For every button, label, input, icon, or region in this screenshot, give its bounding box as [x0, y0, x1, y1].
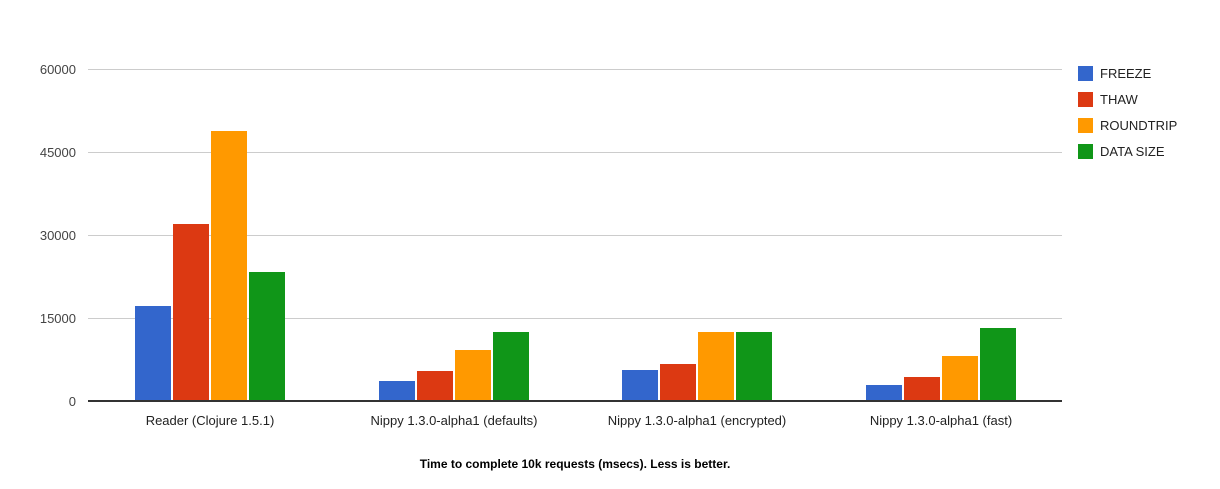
legend-label: FREEZE — [1100, 66, 1152, 81]
gridline-15000 — [88, 318, 1062, 319]
bar-data-size — [249, 272, 285, 400]
chart-caption: Time to complete 10k requests (msecs). L… — [419, 457, 731, 471]
legend-label: ROUNDTRIP — [1100, 118, 1178, 133]
bar-thaw — [904, 377, 940, 400]
x-axis-category-label: Nippy 1.3.0-alpha1 (fast) — [869, 413, 1013, 428]
x-axis-category-label: Nippy 1.3.0-alpha1 (defaults) — [370, 413, 538, 428]
x-axis-baseline — [88, 400, 1062, 402]
bar-freeze — [135, 306, 171, 400]
legend-swatch-icon — [1078, 118, 1093, 133]
bar-thaw — [173, 224, 209, 400]
bar-data-size — [736, 332, 772, 400]
legend-item-roundtrip: ROUNDTRIP — [1078, 118, 1177, 133]
bar-group-nippy-1-3-0-alpha1-fast — [819, 69, 1063, 400]
bar-thaw — [417, 371, 453, 400]
bar-roundtrip — [455, 350, 491, 400]
legend-item-thaw: THAW — [1078, 92, 1177, 107]
bar-thaw — [660, 364, 696, 400]
bar-freeze — [379, 381, 415, 400]
bar-roundtrip — [942, 356, 978, 400]
bar-roundtrip — [698, 332, 734, 400]
bar-data-size — [493, 332, 529, 400]
legend: FREEZE THAW ROUNDTRIP DATA SIZE — [1078, 66, 1177, 170]
gridline-60000 — [88, 69, 1062, 70]
gridline-45000 — [88, 152, 1062, 153]
y-axis-tick-label: 0 — [68, 394, 76, 409]
gridline-30000 — [88, 235, 1062, 236]
bar-freeze — [866, 385, 902, 400]
y-axis-tick-label: 15000 — [39, 311, 76, 326]
legend-item-data-size: DATA SIZE — [1078, 144, 1177, 159]
x-axis-category-label: Nippy 1.3.0-alpha1 (encrypted) — [607, 413, 787, 428]
y-axis-tick-label: 45000 — [39, 145, 76, 160]
bar-group-nippy-1-3-0-alpha1-defaults — [332, 69, 576, 400]
bar-freeze — [622, 370, 658, 400]
legend-swatch-icon — [1078, 66, 1093, 81]
bar-group-nippy-1-3-0-alpha1-encrypted — [575, 69, 819, 400]
legend-swatch-icon — [1078, 92, 1093, 107]
legend-item-freeze: FREEZE — [1078, 66, 1177, 81]
bar-data-size — [980, 328, 1016, 400]
y-axis-tick-label: 60000 — [39, 62, 76, 77]
legend-swatch-icon — [1078, 144, 1093, 159]
legend-label: DATA SIZE — [1100, 144, 1165, 159]
bar-roundtrip — [211, 131, 247, 400]
bar-group-reader-clojure-1-5-1 — [88, 69, 332, 400]
y-axis-tick-label: 30000 — [39, 228, 76, 243]
x-axis-category-label: Reader (Clojure 1.5.1) — [145, 413, 275, 428]
legend-label: THAW — [1100, 92, 1138, 107]
